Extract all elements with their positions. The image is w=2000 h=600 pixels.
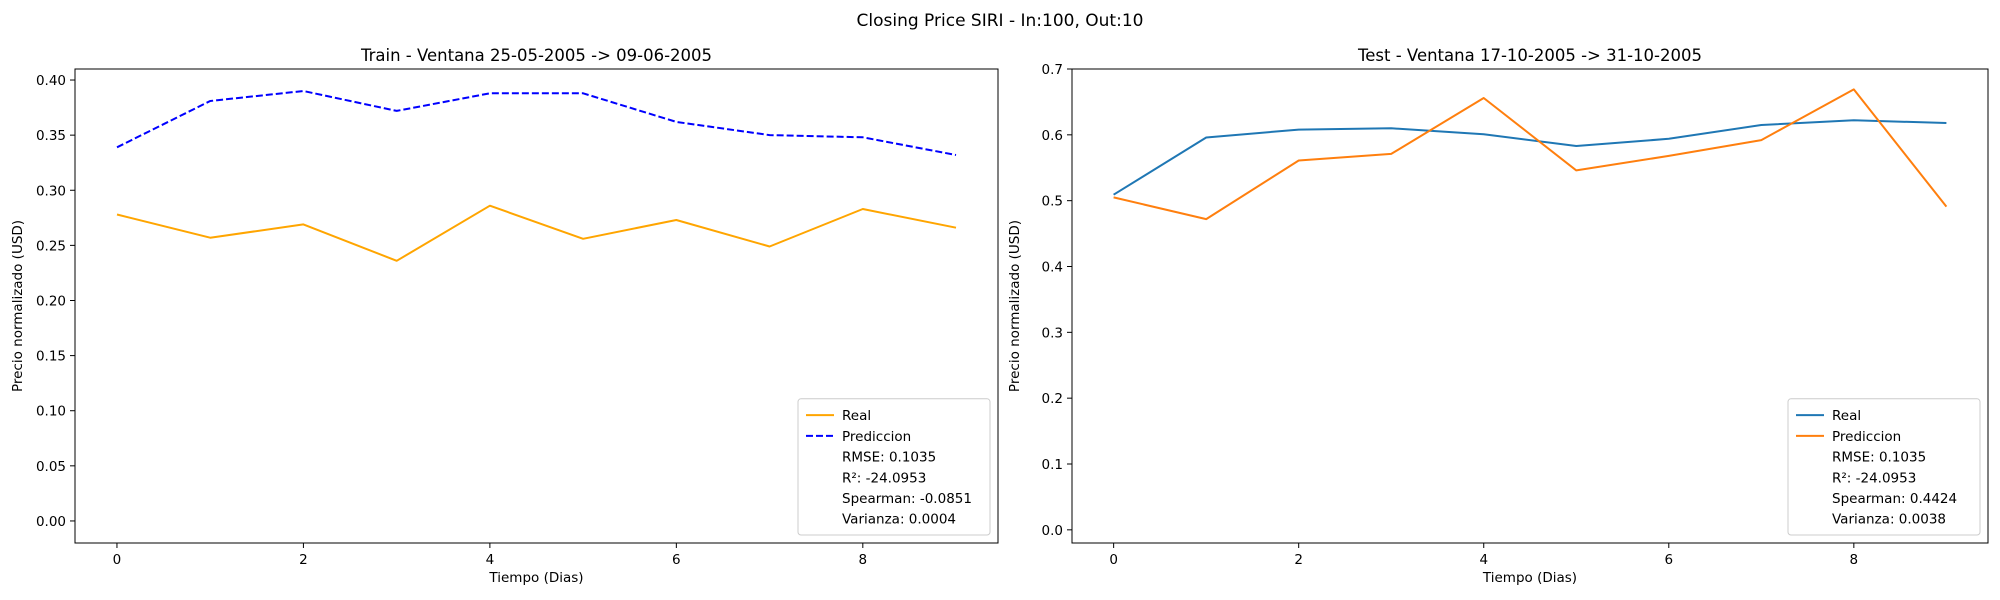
y-tick-label: 0.7: [1042, 62, 1063, 78]
chart-panel-0: Train - Ventana 25-05-2005 -> 09-06-2005…: [10, 46, 999, 586]
chart-title: Train - Ventana 25-05-2005 -> 09-06-2005: [360, 46, 712, 65]
y-tick-label: 0.15: [36, 349, 66, 365]
legend-metric: Spearman: -0.0851: [842, 491, 972, 507]
y-tick-label: 0.05: [36, 459, 66, 475]
x-tick-label: 6: [1664, 552, 1673, 568]
series-line-prediccion: [116, 90, 957, 156]
legend-metric: RMSE: 0.1035: [842, 450, 936, 466]
y-tick-label: 0.30: [36, 183, 66, 199]
x-axis-label: Tiempo (Dias): [488, 570, 583, 586]
y-tick-label: 0.6: [1042, 128, 1063, 144]
legend-metric: Varianza: 0.0038: [1832, 512, 1946, 528]
legend-box: [797, 398, 991, 536]
y-axis-label: Precio normalizado (USD): [1007, 220, 1023, 392]
legend-metric: RMSE: 0.1035: [1832, 450, 1926, 466]
series-line-real: [116, 204, 957, 262]
legend-metric: Varianza: 0.0004: [842, 512, 956, 528]
x-tick-label: 4: [1479, 552, 1488, 568]
y-tick-label: 0.35: [36, 128, 66, 144]
x-tick-label: 0: [113, 552, 122, 568]
legend-box: [1787, 398, 1981, 536]
y-tick-label: 0.25: [36, 238, 66, 254]
y-tick-label: 0.10: [36, 404, 66, 420]
axes-frame: [1071, 68, 1989, 544]
y-tick-label: 0.00: [36, 514, 66, 530]
legend: Real Prediccion RMSE: 0.1035 R²: -24.0953 Sp…: [1787, 398, 1981, 536]
x-tick-label: 4: [486, 552, 495, 568]
legend-label: Real: [1832, 408, 1861, 424]
legend-label: Prediccion: [1832, 429, 1901, 445]
y-tick-label: 0.0: [1042, 523, 1063, 539]
x-tick-label: 8: [859, 552, 868, 568]
y-tick-label: 0.3: [1042, 325, 1063, 341]
y-tick-label: 0.5: [1042, 194, 1063, 210]
x-tick-label: 6: [672, 552, 681, 568]
y-tick-label: 0.1: [1042, 457, 1063, 473]
axes-frame: [74, 68, 999, 544]
figure-suptitle: Closing Price SIRI - In:100, Out:10: [857, 11, 1144, 31]
legend-metric: R²: -24.0953: [1832, 470, 1916, 486]
chart-panel-1: Test - Ventana 17-10-2005 -> 31-10-2005 0…: [1007, 46, 1989, 586]
y-axis-label: Precio normalizado (USD): [10, 220, 26, 392]
y-tick-label: 0.40: [36, 73, 66, 89]
y-tick-label: 0.4: [1042, 260, 1063, 276]
x-tick-label: 0: [1109, 552, 1118, 568]
y-tick-label: 0.20: [36, 293, 66, 309]
x-tick-label: 2: [1294, 552, 1303, 568]
x-tick-label: 2: [299, 552, 308, 568]
legend-label: Prediccion: [842, 429, 911, 445]
legend: Real Prediccion RMSE: 0.1035 R²: -24.0953 Sp…: [797, 398, 991, 536]
x-axis-label: Tiempo (Dias): [1482, 570, 1577, 586]
y-tick-label: 0.2: [1042, 391, 1063, 407]
series-line-prediccion: [1113, 88, 1948, 221]
chart-title: Test - Ventana 17-10-2005 -> 31-10-2005: [1357, 46, 1702, 65]
series-line-real: [1113, 119, 1947, 196]
legend-label: Real: [842, 408, 871, 424]
legend-metric: R²: -24.0953: [842, 470, 926, 486]
legend-metric: Spearman: 0.4424: [1832, 491, 1957, 507]
x-tick-label: 8: [1850, 552, 1859, 568]
